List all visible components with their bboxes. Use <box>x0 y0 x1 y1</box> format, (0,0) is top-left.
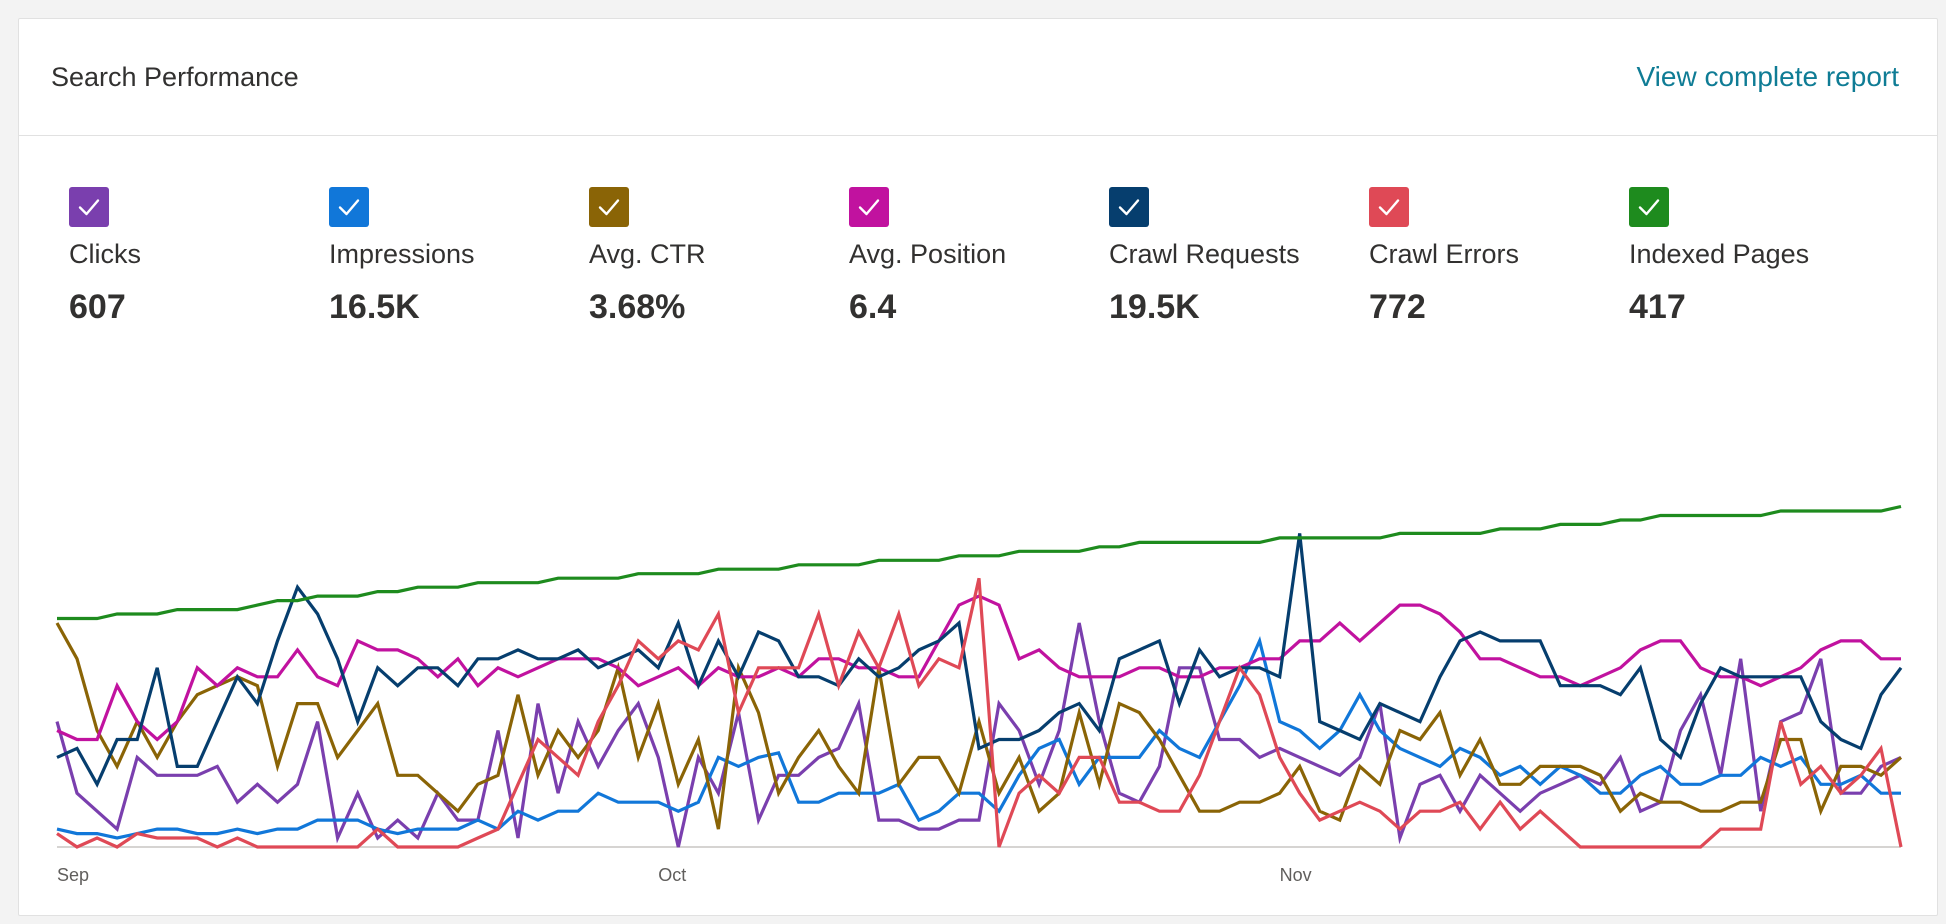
metric-checkbox[interactable] <box>849 187 889 227</box>
metric-clicks[interactable]: Clicks 607 <box>69 187 309 327</box>
metric-value: 19.5K <box>1109 288 1200 326</box>
card-title: Search Performance <box>51 62 299 92</box>
metric-impressions[interactable]: Impressions 16.5K <box>329 187 569 327</box>
check-icon <box>1378 199 1400 216</box>
view-complete-report-link[interactable]: View complete report <box>1636 61 1900 92</box>
metric-checkbox[interactable] <box>589 187 629 227</box>
check-icon <box>338 199 360 216</box>
card-header: Search Performance View complete report <box>19 19 1937 136</box>
metric-checkbox[interactable] <box>329 187 369 227</box>
line-chart-svg: Sep Oct Nov <box>55 504 1903 885</box>
metric-crawl-errors[interactable]: Crawl Errors 772 <box>1369 187 1609 327</box>
metric-value: 6.4 <box>849 288 897 326</box>
metric-checkbox[interactable] <box>1629 187 1669 227</box>
check-icon <box>78 199 100 216</box>
metric-selector: Clicks 607 Impressions 16.5K Avg. CTR 3.68% Av… <box>69 187 1937 357</box>
metric-label: Crawl Errors <box>1369 239 1520 269</box>
metric-checkbox[interactable] <box>69 187 109 227</box>
metric-crawl-requests[interactable]: Crawl Requests 19.5K <box>1109 187 1349 327</box>
x-tick-label: Nov <box>1280 865 1312 885</box>
metric-value: 772 <box>1369 288 1426 326</box>
metric-value: 417 <box>1629 288 1686 326</box>
check-icon <box>598 199 620 216</box>
metric-label: Clicks <box>69 239 141 269</box>
metric-avg-ctr[interactable]: Avg. CTR 3.68% <box>589 187 829 327</box>
check-icon <box>858 199 880 216</box>
series-line-impressions <box>56 636 1901 840</box>
x-tick-label: Oct <box>658 865 686 885</box>
metric-value: 16.5K <box>329 288 420 326</box>
metric-label: Indexed Pages <box>1629 239 1810 269</box>
metric-value: 607 <box>69 288 126 326</box>
metric-label: Impressions <box>329 239 475 269</box>
series-line-indexed-pages <box>57 504 1902 621</box>
series-line-crawl-errors <box>56 577 1903 849</box>
metric-label: Avg. Position <box>849 239 1007 269</box>
metric-checkbox[interactable] <box>1109 187 1149 227</box>
check-icon <box>1638 199 1660 216</box>
metric-label: Crawl Requests <box>1109 239 1300 269</box>
x-tick-label: Sep <box>57 865 89 885</box>
search-performance-card: Search Performance View complete report … <box>18 18 1938 916</box>
performance-chart: Sep Oct Nov <box>19 359 1939 899</box>
metric-indexed-pages[interactable]: Indexed Pages 417 <box>1629 187 1869 327</box>
metric-avg-position[interactable]: Avg. Position 6.4 <box>849 187 1089 327</box>
metric-checkbox[interactable] <box>1369 187 1409 227</box>
metric-value: 3.68% <box>589 288 686 326</box>
series-line-crawl-requests <box>56 533 1903 788</box>
series-line-avg-ctr <box>55 622 1903 830</box>
check-icon <box>1118 199 1140 216</box>
metric-label: Avg. CTR <box>589 239 706 269</box>
series-line-clicks <box>55 622 1902 848</box>
